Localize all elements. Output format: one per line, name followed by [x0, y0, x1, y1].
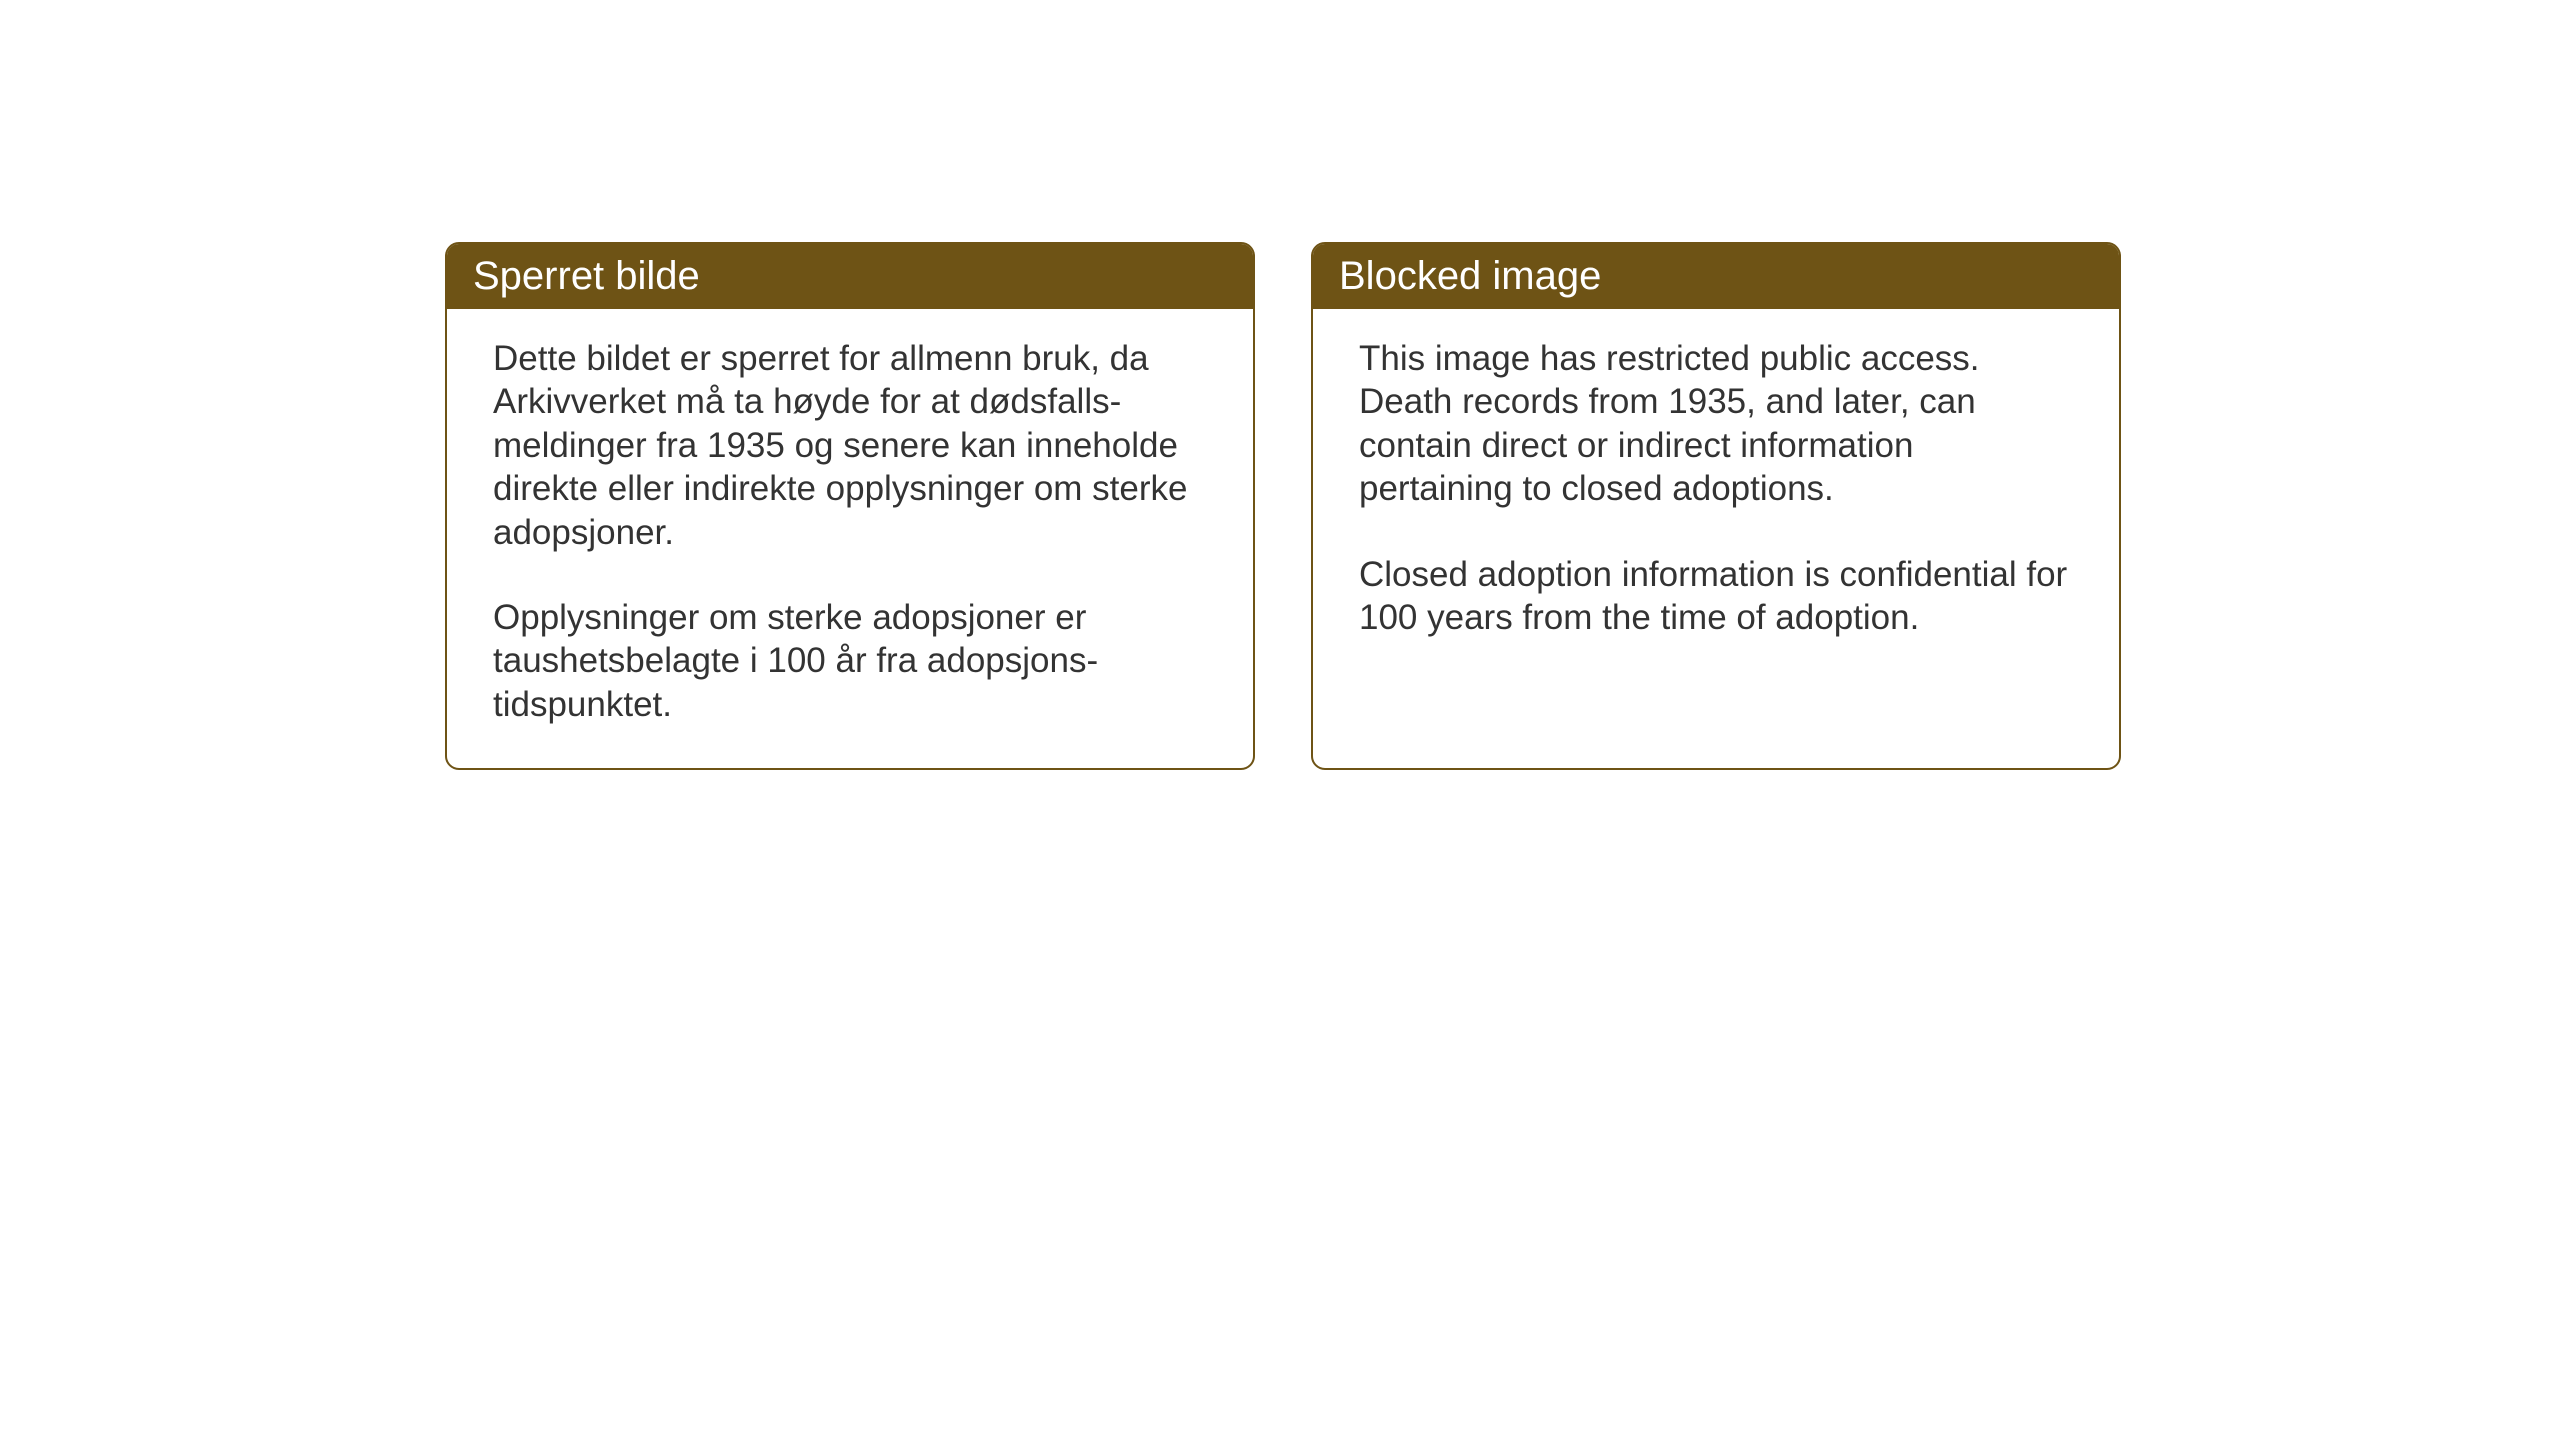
cards-container: Sperret bilde Dette bildet er sperret fo…	[445, 242, 2121, 770]
card-norwegian: Sperret bilde Dette bildet er sperret fo…	[445, 242, 1255, 770]
card-paragraph: This image has restricted public access.…	[1359, 337, 2073, 511]
card-title: Sperret bilde	[473, 254, 700, 298]
card-title: Blocked image	[1339, 254, 1601, 298]
card-body-norwegian: Dette bildet er sperret for allmenn bruk…	[447, 309, 1253, 768]
card-header-english: Blocked image	[1313, 244, 2119, 309]
card-header-norwegian: Sperret bilde	[447, 244, 1253, 309]
card-english: Blocked image This image has restricted …	[1311, 242, 2121, 770]
card-paragraph: Dette bildet er sperret for allmenn bruk…	[493, 337, 1207, 554]
card-paragraph: Closed adoption information is confident…	[1359, 553, 2073, 640]
card-paragraph: Opplysninger om sterke adopsjoner er tau…	[493, 596, 1207, 726]
card-body-english: This image has restricted public access.…	[1313, 309, 2119, 681]
